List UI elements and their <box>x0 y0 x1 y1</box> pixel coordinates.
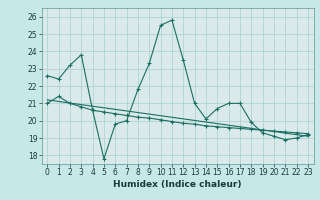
X-axis label: Humidex (Indice chaleur): Humidex (Indice chaleur) <box>113 180 242 189</box>
